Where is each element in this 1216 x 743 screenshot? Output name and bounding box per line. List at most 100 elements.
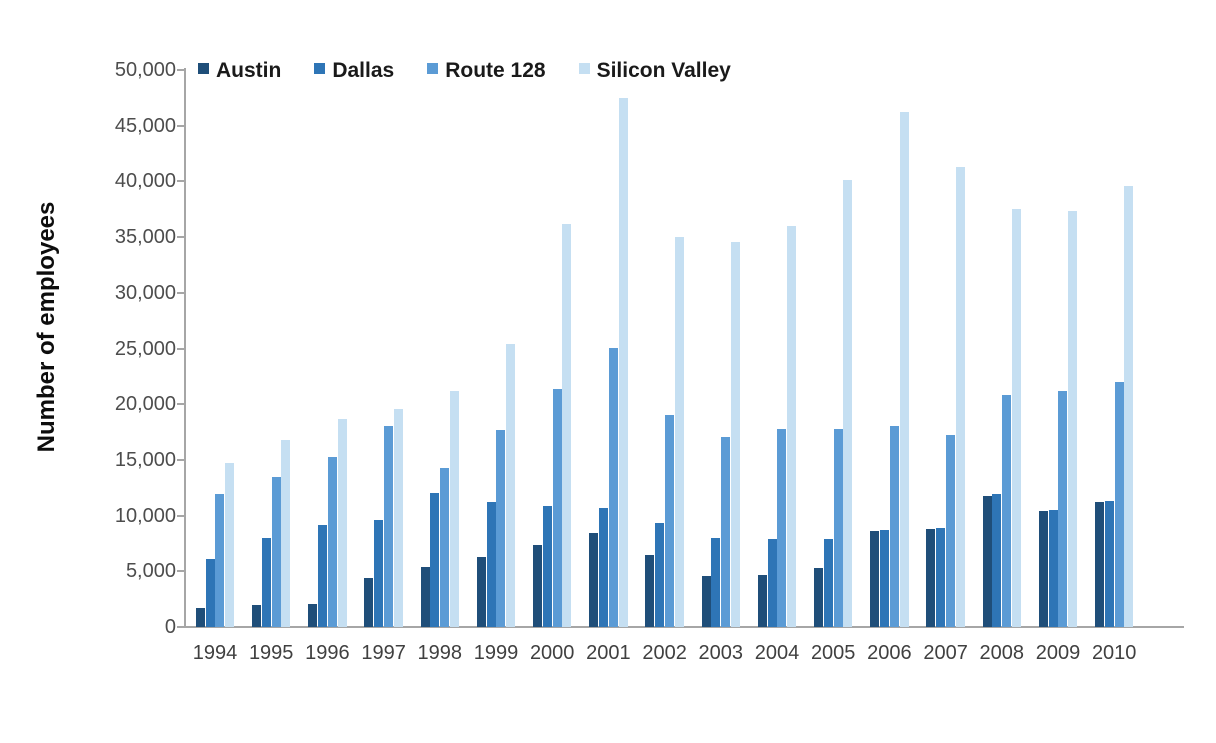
x-tick-label: 1994 <box>192 642 238 664</box>
x-axis-line <box>184 626 1184 628</box>
bar-austin <box>1095 502 1104 627</box>
bar-dallas <box>936 528 946 627</box>
x-tick-label: 1996 <box>305 642 350 664</box>
y-tick-label: 25,000 <box>114 337 176 360</box>
y-tick-label: 15,000 <box>114 448 176 471</box>
y-tick-label: 35,000 <box>114 226 176 249</box>
bar-silicon-valley <box>843 180 853 627</box>
bar-dallas <box>542 506 552 627</box>
legend-label: Austin <box>216 59 282 82</box>
y-tick-mark <box>177 403 184 406</box>
bar-dallas <box>711 538 721 627</box>
bar-route-128 <box>889 426 899 627</box>
bar-route-128 <box>496 430 506 627</box>
bar-austin <box>645 555 655 627</box>
bar-dallas <box>880 530 889 627</box>
bar-austin <box>308 604 318 627</box>
x-tick-label: 1995 <box>248 642 294 664</box>
legend-label: Dallas <box>332 59 395 82</box>
bar-route-128 <box>946 435 955 627</box>
bar-silicon-valley <box>1068 211 1078 627</box>
bar-dallas <box>205 559 215 627</box>
bar-dallas <box>430 493 440 627</box>
y-tick-label: 30,000 <box>114 281 176 304</box>
bar-dallas <box>767 539 777 627</box>
x-tick-label: 2000 <box>529 642 575 664</box>
bar-austin <box>757 575 767 627</box>
legend-label: Silicon Valley <box>596 59 731 82</box>
bar-austin <box>533 545 542 627</box>
bar-route-128 <box>1058 391 1068 627</box>
bar-austin <box>476 557 486 627</box>
bar-route-128 <box>665 415 674 627</box>
bar-silicon-valley <box>899 112 909 627</box>
x-tick-label: 2005 <box>810 642 856 664</box>
y-tick-mark <box>177 626 184 628</box>
bar-route-128 <box>721 437 731 627</box>
bar-dallas <box>1104 501 1114 627</box>
bar-dallas <box>823 539 833 627</box>
y-axis-line <box>184 68 186 627</box>
y-tick-mark <box>177 236 184 239</box>
bar-dallas <box>374 520 384 627</box>
x-tick-label: 2006 <box>867 642 912 664</box>
x-tick-label: 2002 <box>642 642 687 664</box>
bar-silicon-valley <box>787 226 797 627</box>
bar-austin <box>926 529 936 627</box>
bar-silicon-valley <box>337 419 347 627</box>
bar-route-128 <box>440 468 450 627</box>
bar-silicon-valley <box>618 98 628 627</box>
y-axis-title: Number of employees <box>33 201 60 453</box>
bar-austin <box>701 576 711 627</box>
legend-swatch <box>198 63 209 74</box>
x-tick-label: 1997 <box>361 642 406 664</box>
bar-route-128 <box>608 348 618 627</box>
bar-silicon-valley <box>1012 209 1021 627</box>
y-tick-label: 5,000 <box>125 560 176 583</box>
bar-austin <box>589 533 599 627</box>
legend: Austin Dallas Route 128 Silicon Valley <box>198 59 731 83</box>
bar-silicon-valley <box>731 242 740 627</box>
legend-swatch <box>578 63 590 74</box>
bar-route-128 <box>215 494 225 627</box>
x-tick-label: 2001 <box>586 642 631 664</box>
bar-silicon-valley <box>955 167 965 627</box>
bar-dallas <box>992 494 1002 627</box>
bar-austin <box>982 496 992 627</box>
bar-route-128 <box>271 477 281 627</box>
legend-item: Austin <box>198 59 281 83</box>
x-tick-label: 2007 <box>923 642 968 664</box>
bar-route-128 <box>552 389 562 627</box>
y-tick-mark <box>177 347 184 350</box>
y-tick-mark <box>177 458 184 461</box>
y-tick-mark <box>177 291 184 294</box>
bar-dallas <box>486 502 496 627</box>
y-tick-label: 40,000 <box>114 170 176 193</box>
y-tick-mark <box>177 180 184 183</box>
y-tick-label: 10,000 <box>114 504 176 527</box>
x-tick-label: 1998 <box>417 642 463 664</box>
bar-silicon-valley <box>1124 186 1134 627</box>
y-tick-mark <box>177 69 184 71</box>
bar-dallas <box>655 523 665 627</box>
x-tick-label: 2008 <box>979 642 1025 664</box>
bar-austin <box>195 608 205 627</box>
bar-silicon-valley <box>674 237 684 627</box>
y-tick-label: 45,000 <box>114 114 176 137</box>
bar-silicon-valley <box>225 463 235 627</box>
y-tick-label: 0 <box>164 616 176 638</box>
bar-silicon-valley <box>450 391 459 627</box>
x-tick-label: 2009 <box>1035 642 1081 664</box>
bar-austin <box>1038 511 1048 627</box>
bar-route-128 <box>833 429 843 627</box>
y-tick-label: 50,000 <box>114 59 176 81</box>
bar-route-128 <box>384 426 393 627</box>
bar-austin <box>870 531 880 627</box>
bar-dallas <box>261 538 271 627</box>
bar-dallas <box>318 525 327 627</box>
bar-dallas <box>1048 510 1058 627</box>
y-tick-mark <box>177 570 184 573</box>
y-tick-mark <box>177 124 184 127</box>
bar-austin <box>420 567 430 627</box>
